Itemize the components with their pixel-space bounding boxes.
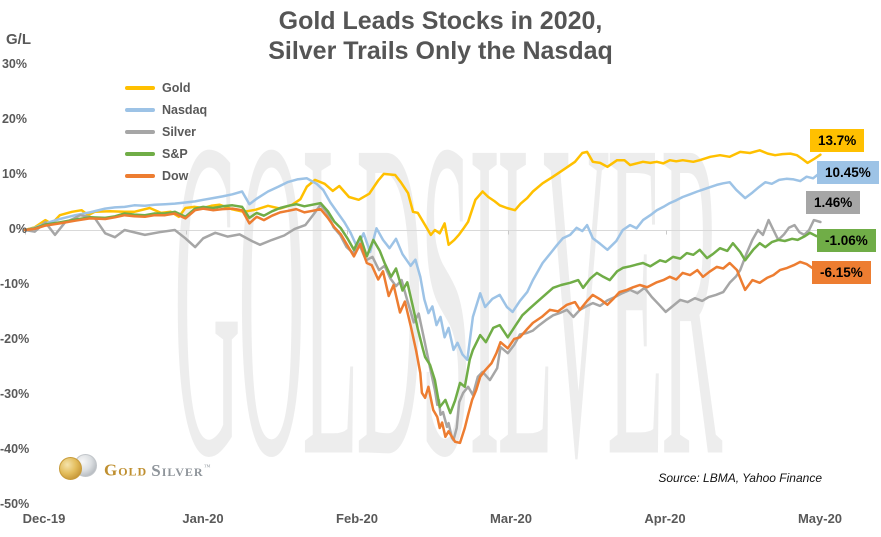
y-tick-label-10: -10% bbox=[0, 277, 30, 291]
chart-title: Gold Leads Stocks in 2020, Silver Trails… bbox=[0, 6, 881, 66]
x-tick-label-may-20: May-20 bbox=[797, 511, 843, 526]
goldsilver-logo: Gold Silver™ bbox=[58, 453, 278, 483]
logo-trademark: ™ bbox=[203, 463, 211, 471]
legend-item-dow: Dow bbox=[125, 169, 207, 183]
watermark-goldsilver-text: GOLDSILVER bbox=[173, 46, 722, 537]
logo-word-silver: Silver bbox=[151, 460, 204, 480]
legend-swatch-nasdaq bbox=[125, 108, 155, 112]
legend-label-s-p: S&P bbox=[162, 147, 188, 161]
legend-swatch-silver bbox=[125, 130, 155, 134]
legend-item-nasdaq: Nasdaq bbox=[125, 103, 207, 117]
series-line-gold bbox=[23, 149, 822, 247]
x-tick-label-feb-20: Feb-20 bbox=[336, 511, 378, 526]
legend-label-gold: Gold bbox=[162, 81, 191, 95]
y-tick-label-30: 30% bbox=[1, 57, 27, 71]
y-tick-label-10: 10% bbox=[1, 167, 27, 181]
y-tick-label-50: -50% bbox=[0, 497, 30, 511]
series-line-silver bbox=[23, 203, 822, 442]
end-value-label-gold: 13.7% bbox=[810, 129, 865, 152]
x-tick-label-dec-19: Dec-19 bbox=[22, 511, 66, 526]
chart-title-line1: Gold Leads Stocks in 2020, bbox=[278, 7, 603, 35]
y-axis-unit-label: G/L bbox=[6, 31, 31, 48]
logo-word-gold: Gold bbox=[104, 460, 148, 480]
legend-label-silver: Silver bbox=[162, 125, 197, 139]
x-tick-label-jan-20: Jan-20 bbox=[182, 511, 224, 526]
chart-title-line2: Silver Trails Only the Nasdaq bbox=[268, 37, 613, 65]
end-value-label-nasdaq: 10.45% bbox=[817, 161, 879, 184]
source-note: Source: LBMA, Yahoo Finance bbox=[658, 471, 822, 485]
y-tick-label-20: -20% bbox=[0, 332, 30, 346]
end-value-label-s-p: -1.06% bbox=[817, 229, 876, 252]
x-tick-label-mar-20: Mar-20 bbox=[490, 511, 532, 526]
series-line-s-p bbox=[23, 201, 822, 415]
legend-swatch-gold bbox=[125, 86, 155, 90]
legend-swatch-s-p bbox=[125, 152, 155, 156]
y-tick-label-0: 0% bbox=[8, 222, 27, 236]
legend-swatch-dow bbox=[125, 174, 155, 178]
legend-item-silver: Silver bbox=[125, 125, 207, 139]
legend: Gold Nasdaq Silver S&P Dow bbox=[125, 81, 207, 191]
end-value-label-dow: -6.15% bbox=[812, 261, 871, 284]
y-tick-label-20: 20% bbox=[1, 112, 27, 126]
legend-label-nasdaq: Nasdaq bbox=[162, 103, 208, 117]
legend-label-dow: Dow bbox=[162, 169, 189, 183]
y-axis-tick-labels: 30% 20% 10% 0% -10% -20% -30% -40% -50% bbox=[0, 0, 30, 537]
legend-item-gold: Gold bbox=[125, 81, 207, 95]
legend-item-s-p: S&P bbox=[125, 147, 207, 161]
series-line-dow bbox=[23, 207, 822, 445]
y-tick-label-30: -30% bbox=[0, 387, 30, 401]
series-line-nasdaq bbox=[23, 171, 822, 362]
x-tick-label-apr-20: Apr-20 bbox=[644, 511, 686, 526]
logo-text: Gold Silver™ bbox=[104, 459, 210, 479]
y-tick-label-40: -40% bbox=[0, 442, 30, 456]
gold-coin-icon bbox=[59, 457, 82, 480]
end-value-label-silver: 1.46% bbox=[806, 191, 861, 214]
